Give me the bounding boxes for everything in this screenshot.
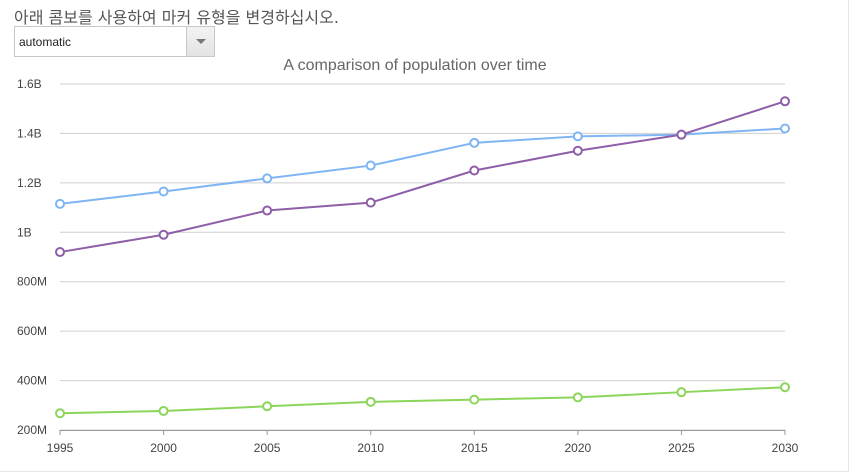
data-point[interactable] [55, 408, 65, 419]
x-tick-label: 1995 [47, 441, 74, 455]
x-tick-label: 2015 [461, 441, 488, 455]
y-tick-label: 1.4B [17, 126, 42, 140]
chart-title: A comparison of population over time [283, 57, 546, 74]
y-tick-label: 1.6B [17, 77, 42, 91]
marker-type-combo[interactable]: automatic [14, 26, 215, 57]
instruction-text: 아래 콤보를 사용하여 마커 유형을 변경하십시오. [14, 8, 339, 27]
combo-selected-value: automatic [19, 35, 72, 49]
data-point[interactable] [469, 165, 480, 176]
y-tick-label: 400M [17, 374, 47, 388]
data-point[interactable] [469, 137, 480, 148]
data-point[interactable] [158, 186, 169, 197]
data-point[interactable] [262, 401, 273, 412]
x-tick-label: 2030 [772, 441, 799, 455]
x-tick-label: 2000 [150, 441, 177, 455]
x-tick-label: 2020 [565, 441, 592, 455]
y-tick-label: 1.2B [17, 176, 42, 190]
series-3 [55, 382, 790, 419]
data-point[interactable] [262, 205, 273, 216]
series-layer [55, 96, 790, 419]
series-line [59, 386, 786, 415]
y-tick-label: 1B [17, 225, 32, 239]
data-point[interactable] [158, 229, 169, 240]
data-point[interactable] [572, 392, 583, 403]
y-axis: 200M 400M 600M 800M 1B 1.2B 1.4B 1.6B [17, 77, 47, 437]
data-point[interactable] [365, 160, 376, 171]
combo-dropdown-button[interactable] [186, 27, 214, 56]
series-2 [55, 96, 790, 258]
y-tick-label: 200M [17, 423, 47, 437]
data-point[interactable] [676, 387, 687, 398]
chevron-down-icon [196, 39, 206, 44]
x-axis: 1995 2000 2005 2010 2015 2020 2025 2030 [47, 430, 799, 455]
x-tick-label: 2005 [254, 441, 281, 455]
data-point[interactable] [676, 129, 687, 140]
data-point[interactable] [55, 198, 65, 209]
y-tick-label: 600M [17, 324, 47, 338]
data-point[interactable] [780, 382, 790, 393]
data-point[interactable] [469, 394, 480, 405]
data-point[interactable] [365, 396, 376, 407]
x-tick-label: 2025 [668, 441, 695, 455]
data-point[interactable] [572, 131, 583, 142]
data-point[interactable] [158, 405, 169, 416]
x-tick-label: 2010 [357, 441, 384, 455]
data-point[interactable] [572, 145, 583, 156]
data-point[interactable] [365, 197, 376, 208]
series-line [59, 127, 786, 205]
data-point[interactable] [55, 247, 65, 258]
data-point[interactable] [262, 173, 273, 184]
data-point[interactable] [780, 96, 790, 107]
series-line [59, 100, 786, 254]
data-point[interactable] [780, 123, 790, 134]
y-tick-label: 800M [17, 275, 47, 289]
